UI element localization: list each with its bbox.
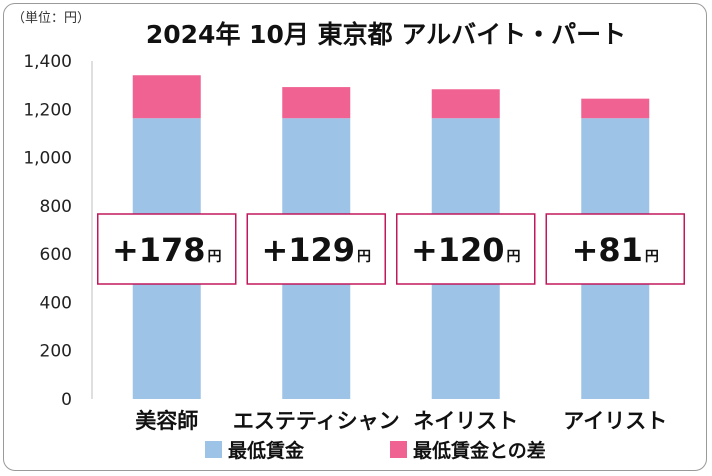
legend-label: 最低賃金との差 (413, 439, 546, 462)
bar-difference (132, 75, 201, 119)
data-label: +81 円 (572, 231, 659, 269)
data-label: +178 円 (112, 231, 222, 269)
legend-label: 最低賃金 (228, 439, 305, 462)
y-tick-label: 800 (40, 197, 72, 217)
y-tick-label: 400 (40, 293, 72, 313)
y-tick-label: 1,200 (23, 100, 72, 120)
category-label: 美容師 (135, 409, 198, 433)
y-tick-label: 600 (40, 245, 72, 265)
bar-difference (431, 89, 500, 119)
y-tick-label: 1,000 (23, 149, 72, 169)
chart-title: 2024年 10月 東京都 アルバイト・パート (146, 20, 626, 49)
data-label: +129 円 (261, 231, 371, 269)
unit-label: （単位：円） (12, 10, 90, 26)
bar-difference (282, 87, 351, 119)
legend: 最低賃金 最低賃金との差 (205, 439, 546, 462)
category-labels-group: 美容師 エステティシャン ネイリスト アイリスト (135, 409, 667, 433)
y-tick-label: 200 (40, 342, 72, 362)
category-label: ネイリスト (413, 409, 518, 433)
data-labels-group: +178 円 +129 円 +120 円 +81 円 (97, 213, 685, 285)
data-label-box (246, 213, 386, 285)
data-label-box (545, 213, 685, 285)
bar-difference (581, 98, 650, 119)
y-tick-label: 1,400 (23, 52, 72, 72)
data-label: +120 円 (411, 231, 521, 269)
data-label-box (396, 213, 536, 285)
data-label-box (97, 213, 237, 285)
y-axis: 0 200 400 600 800 1,000 1,200 1,400 (23, 52, 93, 410)
category-label: アイリスト (563, 409, 667, 433)
y-tick-label: 0 (61, 390, 72, 410)
legend-swatch (390, 441, 407, 458)
legend-swatch (205, 441, 222, 458)
category-label: エステティシャン (233, 409, 400, 433)
